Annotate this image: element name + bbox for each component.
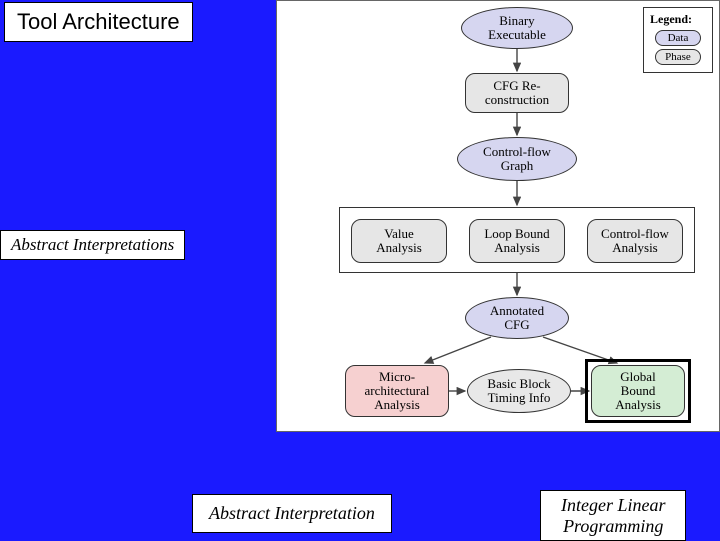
diagram-panel: BinaryExecutable CFG Re-construction Contr…	[276, 0, 720, 432]
node-cfg: Control-flowGraph	[457, 137, 577, 181]
bottom-right-label: Integer Linear Programming	[540, 490, 686, 541]
node-timing: Basic BlockTiming Info	[467, 369, 571, 413]
arrow	[425, 337, 491, 363]
node-cflow: Control-flowAnalysis	[587, 219, 683, 263]
legend: Legend: Data Phase	[643, 7, 713, 73]
node-micro: Micro-architecturalAnalysis	[345, 365, 449, 417]
node-loop: Loop BoundAnalysis	[469, 219, 565, 263]
node-binary: BinaryExecutable	[461, 7, 573, 49]
bottom-left-text: Abstract Interpretation	[209, 503, 375, 523]
side-label-text: Abstract Interpretations	[11, 235, 174, 254]
node-annot: AnnotatedCFG	[465, 297, 569, 339]
slide-title: Tool Architecture	[4, 2, 193, 42]
bottom-right-line2: Programming	[563, 516, 663, 536]
node-value: ValueAnalysis	[351, 219, 447, 263]
side-label: Abstract Interpretations	[0, 230, 185, 260]
legend-title: Legend:	[650, 12, 706, 27]
title-text: Tool Architecture	[17, 9, 180, 34]
bottom-left-label: Abstract Interpretation	[192, 494, 392, 533]
highlight-box	[585, 359, 691, 423]
node-cfgrec: CFG Re-construction	[465, 73, 569, 113]
legend-data: Data	[655, 30, 701, 46]
legend-phase: Phase	[655, 49, 701, 65]
bottom-right-line1: Integer Linear	[561, 495, 665, 515]
